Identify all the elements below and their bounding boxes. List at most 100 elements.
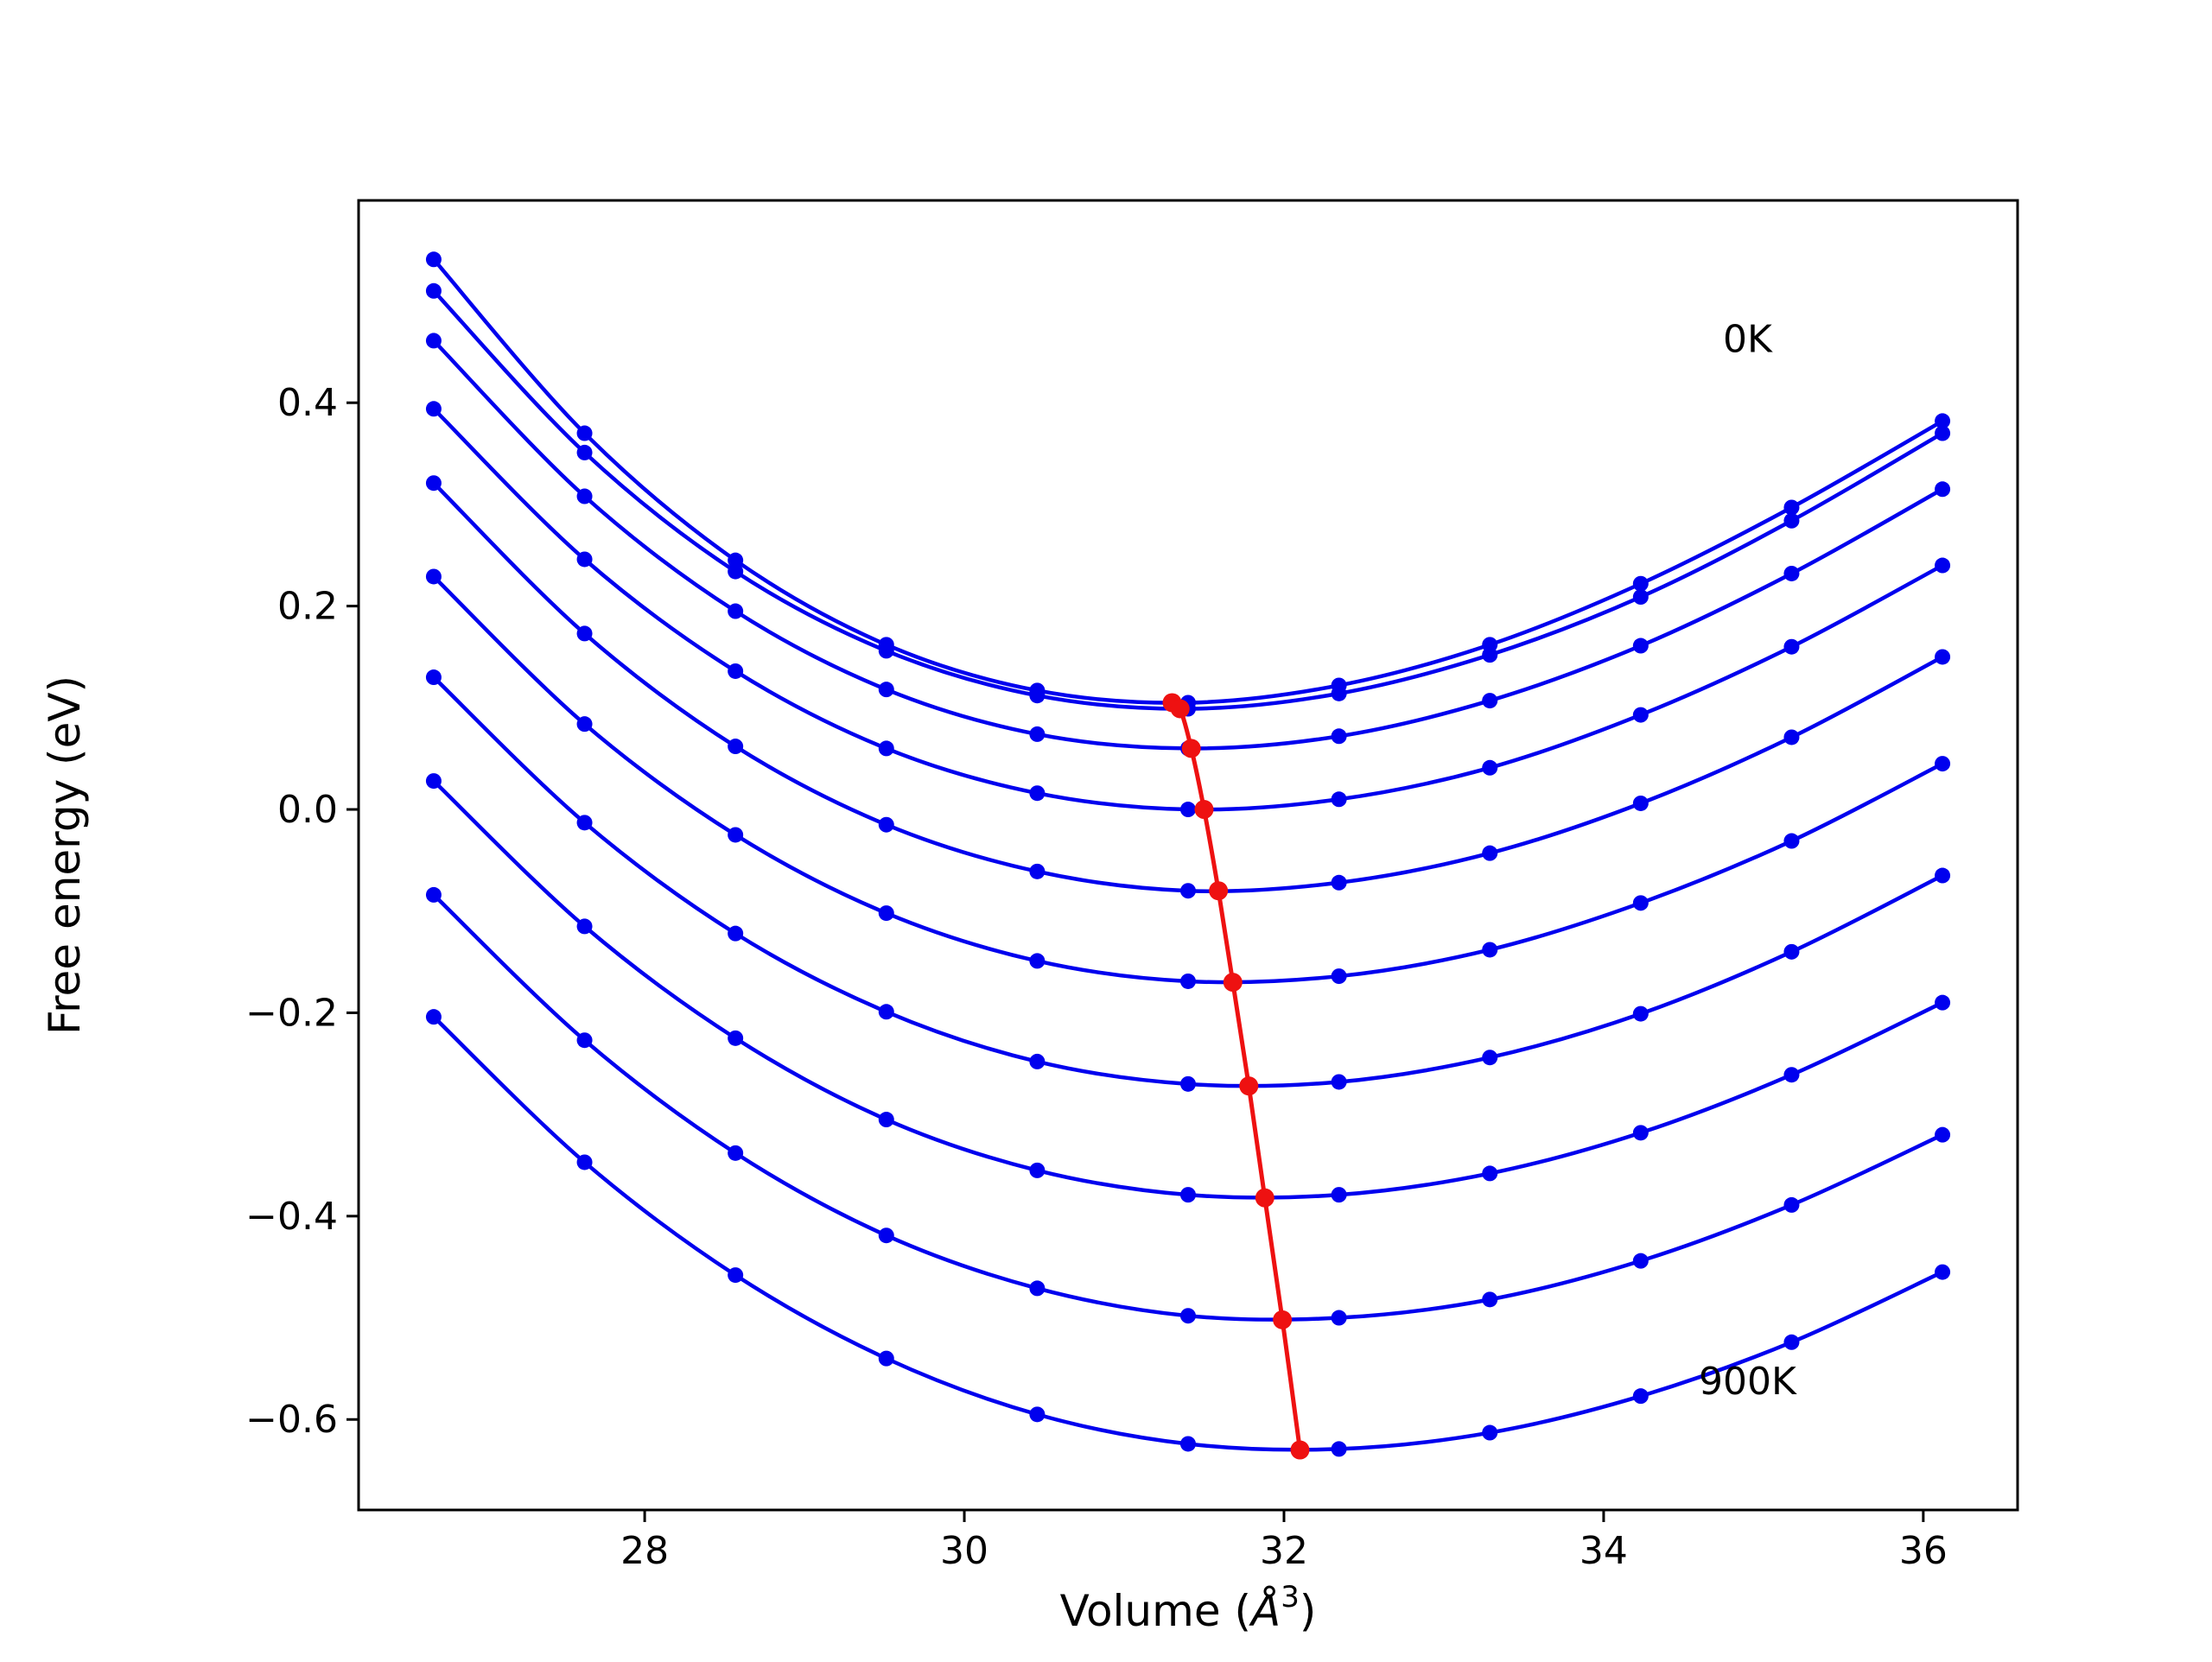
- x-axis-tick-label: 34: [1580, 1529, 1628, 1573]
- x-axis-tick-label: 28: [620, 1529, 669, 1573]
- curve-point-300K: [728, 663, 744, 679]
- equilibrium-point: [1194, 800, 1214, 820]
- curve-point-700K: [1331, 1187, 1347, 1203]
- equilibrium-point: [1290, 1440, 1310, 1460]
- x-axis-tick-label: 30: [940, 1529, 988, 1573]
- curve-point-100K: [1935, 425, 1951, 441]
- curve-point-600K: [576, 815, 593, 831]
- x-axis-label: Volume (Å3): [1060, 1580, 1317, 1636]
- curve-point-900K: [1632, 1388, 1649, 1405]
- y-axis-tick-label: 0.0: [277, 788, 338, 832]
- curve-point-400K: [728, 739, 744, 755]
- curve-point-600K: [425, 669, 442, 686]
- y-axis-tick-label: 0.2: [277, 585, 338, 629]
- curve-point-900K: [1783, 1334, 1800, 1350]
- curve-point-200K: [576, 488, 593, 504]
- curve-point-800K: [576, 1032, 593, 1049]
- curve-point-700K: [1029, 1162, 1046, 1178]
- plot-border: [357, 199, 2019, 1512]
- curve-point-900K: [1180, 1436, 1196, 1452]
- curve-600K: [431, 675, 1945, 1088]
- curve-0K: [431, 257, 1945, 705]
- curve-point-700K: [425, 773, 442, 790]
- curve-point-100K: [1331, 685, 1347, 701]
- curve-point-500K: [878, 905, 894, 922]
- curve-point-700K: [1632, 1125, 1649, 1141]
- curve-point-900K: [1935, 1264, 1951, 1280]
- curve-point-700K: [576, 918, 593, 935]
- curve-point-900K: [425, 1009, 442, 1025]
- curve-point-700K: [878, 1112, 894, 1128]
- curve-point-0K: [728, 552, 744, 568]
- curve-point-300K: [1180, 802, 1196, 818]
- equilibrium-point: [1239, 1076, 1259, 1096]
- curve-point-500K: [1632, 895, 1649, 911]
- equilibrium-point: [1181, 739, 1201, 758]
- curve-point-400K: [1935, 649, 1951, 665]
- curve-point-600K: [1029, 1053, 1046, 1069]
- curve-point-800K: [1331, 1310, 1347, 1326]
- curve-point-300K: [576, 551, 593, 568]
- curve-point-0K: [425, 251, 442, 268]
- curve-point-800K: [425, 886, 442, 903]
- curve-point-100K: [1482, 647, 1498, 663]
- curve-point-200K: [728, 603, 744, 619]
- curve-400K: [431, 480, 1945, 893]
- curve-700K: [431, 778, 1945, 1200]
- equilibrium-point: [1273, 1310, 1293, 1329]
- curve-point-100K: [728, 563, 744, 580]
- curve-point-700K: [1482, 1165, 1498, 1182]
- curve-point-700K: [1180, 1187, 1196, 1203]
- curve-point-300K: [1935, 557, 1951, 574]
- curve-point-100K: [1783, 512, 1800, 529]
- curve-point-100K: [1632, 589, 1649, 606]
- curve-point-300K: [425, 401, 442, 417]
- y-axis-tick-label: −0.4: [245, 1195, 338, 1239]
- curve-point-800K: [1935, 1126, 1951, 1143]
- curve-point-400K: [878, 816, 894, 833]
- y-axis-tick-label: −0.2: [245, 991, 338, 1035]
- curve-point-500K: [1783, 833, 1800, 849]
- curve-point-600K: [1632, 1005, 1649, 1022]
- equilibrium-point: [1223, 973, 1243, 993]
- curve-800K: [431, 892, 1945, 1322]
- curve-point-700K: [728, 1030, 744, 1046]
- curve-point-400K: [576, 625, 593, 642]
- curve-point-600K: [1331, 1074, 1347, 1090]
- curve-point-900K: [1482, 1424, 1498, 1441]
- equilibrium-point: [1170, 699, 1190, 719]
- curve-point-200K: [425, 333, 442, 349]
- curve-point-0K: [1632, 575, 1649, 592]
- curve-point-600K: [1783, 943, 1800, 960]
- curve-point-100K: [1029, 688, 1046, 704]
- curve-point-600K: [1935, 867, 1951, 884]
- curve-point-500K: [1029, 953, 1046, 969]
- curve-point-800K: [878, 1227, 894, 1244]
- curve-point-600K: [1482, 1050, 1498, 1066]
- curve-point-600K: [1180, 1075, 1196, 1092]
- curve-point-800K: [728, 1145, 744, 1161]
- curve-200K: [431, 339, 1945, 751]
- curve-point-500K: [1482, 942, 1498, 958]
- curve-point-200K: [1783, 565, 1800, 581]
- curve-point-400K: [425, 475, 442, 492]
- y-axis-tick-label: 0.4: [277, 381, 338, 425]
- curve-point-100K: [576, 444, 593, 460]
- curve-point-0K: [1783, 499, 1800, 516]
- curve-point-700K: [1935, 994, 1951, 1011]
- curve-point-100K: [878, 643, 894, 659]
- curve-point-900K: [728, 1267, 744, 1284]
- curve-point-900K: [1029, 1406, 1046, 1423]
- curve-point-800K: [1029, 1280, 1046, 1297]
- curve-point-500K: [1935, 756, 1951, 772]
- curve-point-0K: [576, 425, 593, 441]
- curve-point-300K: [1029, 785, 1046, 802]
- curve-point-300K: [1331, 791, 1347, 808]
- curve-point-500K: [576, 716, 593, 733]
- curve-point-900K: [576, 1154, 593, 1170]
- curve-point-300K: [1632, 707, 1649, 723]
- curve-point-400K: [1331, 874, 1347, 891]
- curve-point-600K: [878, 1004, 894, 1020]
- y-axis-tick-label: −0.6: [245, 1398, 338, 1442]
